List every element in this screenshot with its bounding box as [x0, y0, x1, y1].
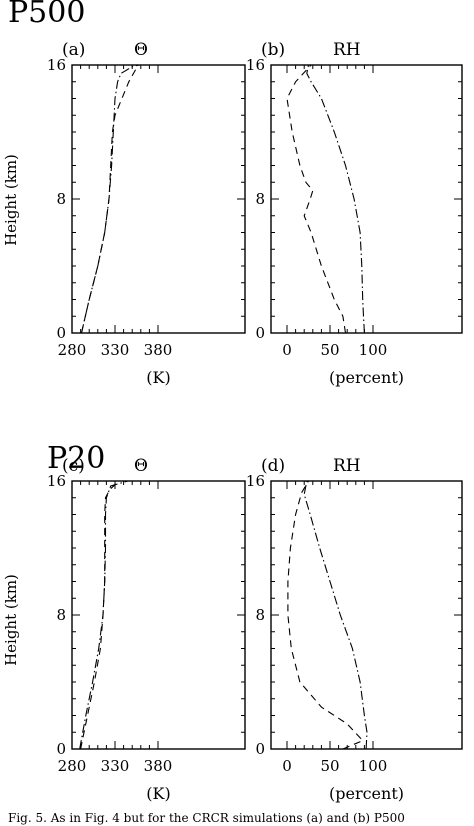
panel-label: (b)	[261, 40, 285, 60]
chart-panel: 280 330 380 0 8 16 (K) (a) Θ	[47, 40, 246, 387]
plot-frame	[270, 64, 463, 334]
x-tick-label: 100	[359, 341, 388, 359]
panel-variable: RH	[333, 40, 361, 60]
x-axis-label: (percent)	[329, 784, 404, 803]
panels-layer: 280 330 380 0 8 16 (K) (a) Θ 0 50 100 0 8 16 (percent) (…	[47, 40, 463, 803]
y-tick-label: 16	[47, 56, 66, 74]
figure-caption: Fig. 5. As in Fig. 4 but for the CRCR si…	[8, 811, 405, 825]
y-tick-label: 8	[56, 606, 66, 624]
series-line	[79, 480, 129, 750]
y-tick-label: 16	[246, 56, 265, 74]
x-axis-label: (K)	[146, 784, 170, 803]
panel-variable: Θ	[134, 40, 148, 60]
plot-frame	[270, 480, 463, 750]
series-line	[80, 64, 140, 334]
group-title-p500: P500	[8, 0, 85, 30]
x-tick-label: 280	[58, 341, 87, 359]
y-tick-label: 0	[255, 740, 265, 758]
x-tick-label: 280	[58, 757, 87, 775]
series-line	[303, 480, 368, 750]
plot-frame	[71, 480, 246, 750]
chart-panel: 0 50 100 0 8 16 (percent) (b) RH	[246, 40, 463, 387]
panel-variable: RH	[333, 456, 361, 476]
group-title-p20: P20	[47, 441, 105, 476]
x-tick-label: 380	[144, 341, 173, 359]
y-tick-label: 16	[246, 472, 265, 490]
y-axis-label-bottom: Height (km)	[2, 574, 20, 666]
series-line	[306, 64, 365, 334]
series-line	[80, 480, 120, 750]
panel-label: (c)	[62, 456, 85, 476]
y-tick-label: 16	[47, 472, 66, 490]
plot-frame	[71, 64, 246, 334]
panel-label: (d)	[261, 456, 285, 476]
panel-variable: Θ	[134, 456, 148, 476]
x-axis-label: (K)	[146, 368, 170, 387]
x-tick-label: 330	[101, 757, 130, 775]
series-line	[286, 64, 347, 334]
x-tick-label: 100	[359, 757, 388, 775]
x-tick-label: 0	[282, 341, 292, 359]
y-tick-label: 0	[56, 324, 66, 342]
y-tick-label: 8	[255, 606, 265, 624]
x-tick-label: 330	[101, 341, 130, 359]
chart-panel: 0 50 100 0 8 16 (percent) (d) RH	[246, 456, 463, 803]
chart-panel: 280 330 380 0 8 16 (K) (c) Θ	[47, 456, 246, 803]
y-tick-label: 8	[56, 190, 66, 208]
x-tick-label: 380	[144, 757, 173, 775]
y-tick-label: 0	[255, 324, 265, 342]
x-tick-label: 50	[320, 341, 339, 359]
x-axis-label: (percent)	[329, 368, 404, 387]
series-line	[80, 64, 139, 334]
x-tick-label: 50	[320, 757, 339, 775]
panel-label: (a)	[62, 40, 85, 60]
x-tick-label: 0	[282, 757, 292, 775]
y-tick-label: 0	[56, 740, 66, 758]
y-tick-label: 8	[255, 190, 265, 208]
series-line	[287, 480, 364, 750]
y-axis-label-top: Height (km)	[2, 154, 20, 246]
